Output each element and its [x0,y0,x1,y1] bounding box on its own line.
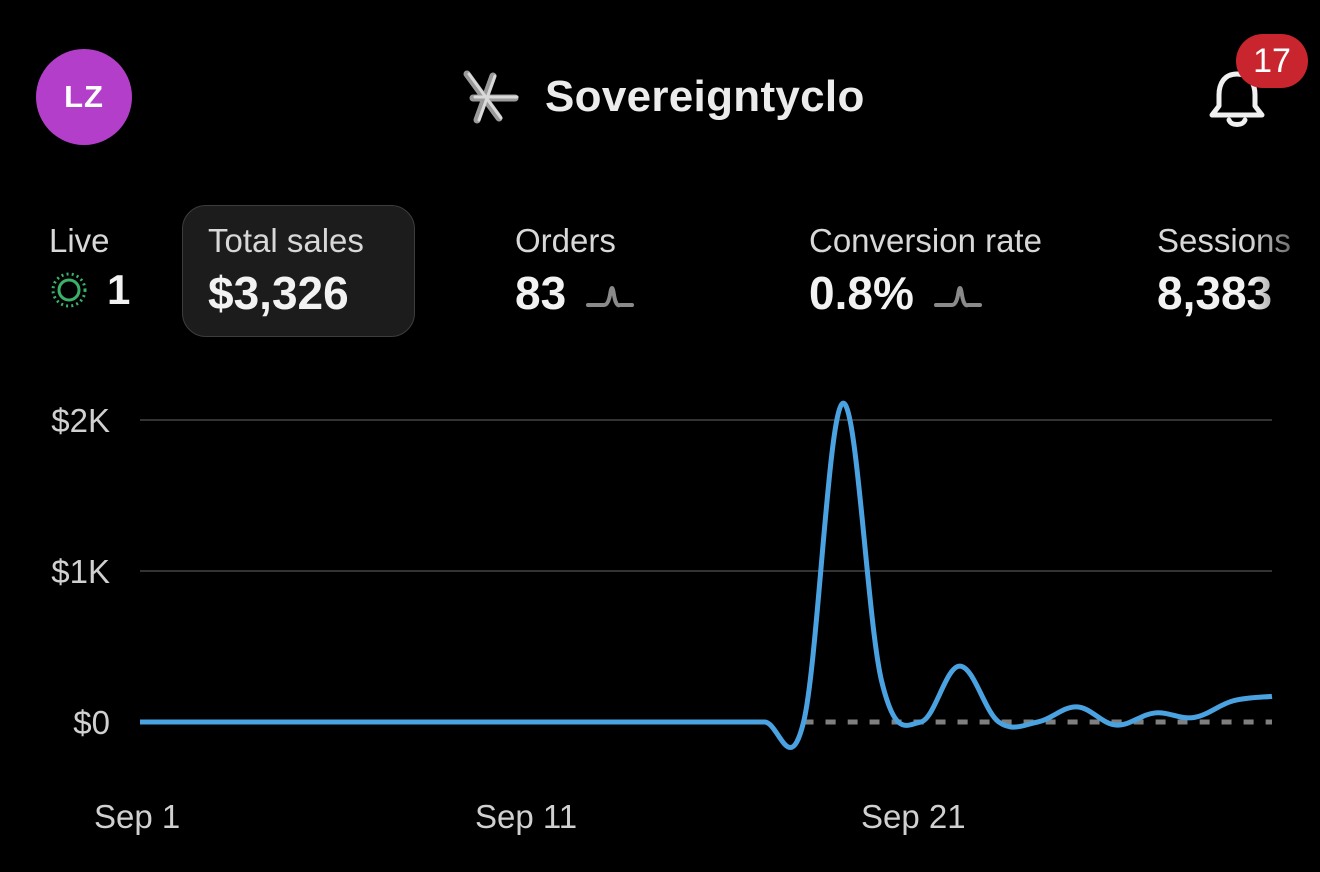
metric-orders-label: Orders [515,222,616,259]
sales-chart: $2K $1K $0 Sep 1 Sep 11 Sep 21 [0,360,1320,872]
chart-plot-area[interactable] [0,360,1320,780]
metric-live[interactable]: Live 1 [49,222,130,314]
store-name: Sovereigntyclo [545,72,865,121]
y-tick-label: $0 [73,704,110,741]
x-tick-label: Sep 11 [475,798,578,835]
metric-total-sales[interactable]: Total sales $3,326 [208,222,364,320]
x-tick-label: Sep 21 [861,798,966,835]
metric-orders-value: 83 [515,267,567,319]
scroll-fade [1250,200,1320,340]
avatar[interactable]: LZ [36,49,132,145]
selected-metric-highlight [182,205,415,337]
metric-total-sales-label: Total sales [208,222,364,259]
metric-conversion-rate-value: 0.8% [809,267,914,319]
avatar-initials: LZ [64,79,104,114]
sales-series-line [139,400,1273,750]
metric-live-label: Live [49,222,110,259]
app-header: LZ Sovereigntyclo 17 [0,0,1320,190]
notification-count-badge[interactable]: 17 [1236,34,1308,88]
y-tick-label: $2K [51,402,110,439]
metric-live-value: 1 [107,266,131,313]
store-logo-icon [463,70,519,124]
live-indicator-icon [51,272,87,308]
metric-conversion-rate-label: Conversion rate [809,222,1042,259]
orders-sparkline-icon [586,286,635,308]
notification-count: 17 [1253,41,1291,80]
x-tick-label: Sep 1 [94,798,181,835]
metric-orders[interactable]: Orders 83 [515,222,635,320]
store-switcher[interactable]: Sovereigntyclo [457,62,865,132]
metric-total-sales-value: $3,326 [208,267,349,319]
conversion-sparkline-icon [933,286,982,308]
metric-conversion-rate[interactable]: Conversion rate 0.8% [809,222,1042,320]
metrics-row: Live 1 Total sales $3,326 Orders 83 Conv… [0,200,1320,340]
y-tick-label: $1K [51,553,110,590]
